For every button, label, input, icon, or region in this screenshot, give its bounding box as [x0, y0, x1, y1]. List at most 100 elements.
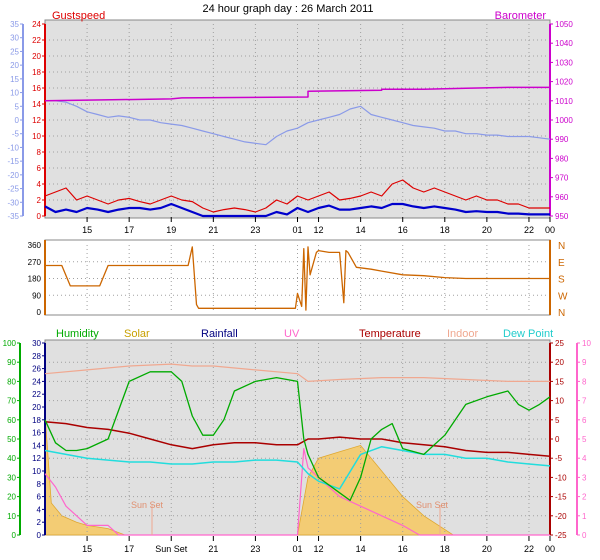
- barometer-label: Barometer: [495, 10, 547, 22]
- temperature-tick-label: -10: [555, 473, 567, 482]
- x-tick-label: 19: [166, 225, 176, 235]
- gust-speed-label: Gustspeed: [52, 10, 105, 22]
- baro-tick-label: 1050: [555, 20, 573, 29]
- temperature-tick-label: -25: [555, 531, 567, 540]
- rainfall-tick-label: 20: [32, 403, 41, 412]
- outer-temp-tick-label: 20: [10, 61, 19, 70]
- legend-uv: UV: [284, 328, 300, 340]
- dew-point-line: [44, 445, 551, 490]
- x-tick-label: 22: [524, 225, 534, 235]
- humidity-line: [44, 371, 551, 502]
- baro-tick-label: 960: [555, 193, 569, 202]
- barometer-line: [44, 86, 550, 102]
- temperature-tick-label: 5: [555, 416, 560, 425]
- baro-tick-label: 1010: [555, 97, 573, 106]
- sunset-label-2: Sun Set: [416, 500, 449, 510]
- uv-tick-label: 8: [582, 377, 587, 386]
- uv-tick-label: 1: [582, 512, 587, 521]
- gust-tick-label: 22: [32, 36, 41, 45]
- uv-tick-label: 2: [582, 493, 587, 502]
- rainfall-tick-label: 14: [32, 441, 41, 450]
- x-tick-label: 17: [124, 544, 134, 554]
- x-tick-label: 00: [545, 225, 555, 235]
- direction-compass-label: E: [558, 258, 565, 269]
- rainfall-tick-label: 4: [37, 505, 42, 514]
- outer-temp-tick-label: -30: [7, 198, 19, 207]
- rainfall-tick-label: 24: [32, 377, 41, 386]
- humidity-tick-label: 70: [7, 397, 16, 406]
- uv-tick-label: 7: [582, 397, 587, 406]
- sunset-label-1: Sun Set: [131, 500, 164, 510]
- legend-humidity: Humidity: [56, 328, 99, 340]
- temperature-tick-label: 15: [555, 377, 564, 386]
- outer-temp-tick-label: 5: [15, 102, 20, 111]
- humidity-tick-label: 60: [7, 416, 16, 425]
- x-tick-label: 20: [482, 225, 492, 235]
- outer-temp-tick-label: 25: [10, 47, 19, 56]
- wind-speed-line: [44, 202, 550, 218]
- uv-tick-label: 10: [582, 339, 591, 348]
- temperature-tick-label: 25: [555, 339, 564, 348]
- temperature-tick-label: 20: [555, 358, 564, 367]
- rainfall-tick-label: 30: [32, 339, 41, 348]
- baro-tick-label: 980: [555, 154, 569, 163]
- gust-tick-label: 24: [32, 20, 41, 29]
- gust-tick-label: 6: [37, 164, 42, 173]
- rainfall-tick-label: 22: [32, 390, 41, 399]
- legend-dew-point: Dew Point: [503, 328, 553, 340]
- direction-compass-label: S: [558, 275, 565, 286]
- x-tick-label: 18: [440, 225, 450, 235]
- uv-tick-label: 6: [582, 416, 587, 425]
- x-tick-label: 22: [524, 544, 534, 554]
- humidity-tick-label: 30: [7, 473, 16, 482]
- x-tick-label: 20: [482, 544, 492, 554]
- outer-temp-tick-label: -20: [7, 171, 19, 180]
- x-tick-label: 01: [292, 225, 302, 235]
- direction-compass-label: W: [558, 291, 568, 302]
- x-tick-label: 16: [398, 225, 408, 235]
- outer-temp-tick-label: 30: [10, 34, 19, 43]
- rainfall-tick-label: 18: [32, 416, 41, 425]
- outer-temp-tick-label: 35: [10, 20, 19, 29]
- uv-tick-label: 4: [582, 454, 587, 463]
- gust-tick-label: 18: [32, 68, 41, 77]
- rainfall-tick-label: 10: [32, 467, 41, 476]
- x-tick-label: 17: [124, 225, 134, 235]
- solar-area: [44, 413, 550, 536]
- x-tick-label: 14: [356, 544, 366, 554]
- temperature-line: [44, 420, 551, 458]
- direction-compass-label: N: [558, 241, 565, 252]
- humidity-tick-label: 100: [3, 339, 17, 348]
- legend-rainfall: Rainfall: [201, 328, 238, 340]
- uv-tick-label: 0: [582, 531, 587, 540]
- outer-temp-tick-label: -10: [7, 143, 19, 152]
- temperature-tick-label: -5: [555, 454, 563, 463]
- indoor-temp-line: [44, 363, 550, 382]
- outer-temp-tick-label: -35: [7, 212, 19, 221]
- wind-direction-line: [45, 246, 550, 311]
- direction-degree-label: 0: [37, 308, 42, 317]
- x-tick-label: 18: [440, 544, 450, 554]
- gust-tick-label: 14: [32, 100, 41, 109]
- outer-temp-tick-label: 0: [15, 116, 20, 125]
- legend-indoor: Indoor: [447, 328, 479, 340]
- uv-tick-label: 3: [582, 473, 587, 482]
- direction-compass-label: N: [558, 308, 565, 319]
- direction-degree-label: 180: [28, 275, 42, 284]
- rainfall-tick-label: 28: [32, 352, 41, 361]
- x-tick-label: 12: [314, 544, 324, 554]
- x-tick-label: 23: [250, 225, 260, 235]
- x-tick-label: 21: [208, 544, 218, 554]
- baro-tick-label: 1000: [555, 116, 573, 125]
- gust-tick-label: 0: [37, 212, 42, 221]
- uv-tick-label: 9: [582, 358, 587, 367]
- gust-tick-label: 16: [32, 84, 41, 93]
- rainfall-tick-label: 12: [32, 454, 41, 463]
- baro-tick-label: 1020: [555, 78, 573, 87]
- uv-tick-label: 5: [582, 435, 587, 444]
- humidity-tick-label: 10: [7, 512, 16, 521]
- gust-speed-line: [44, 179, 550, 213]
- humidity-tick-label: 90: [7, 358, 16, 367]
